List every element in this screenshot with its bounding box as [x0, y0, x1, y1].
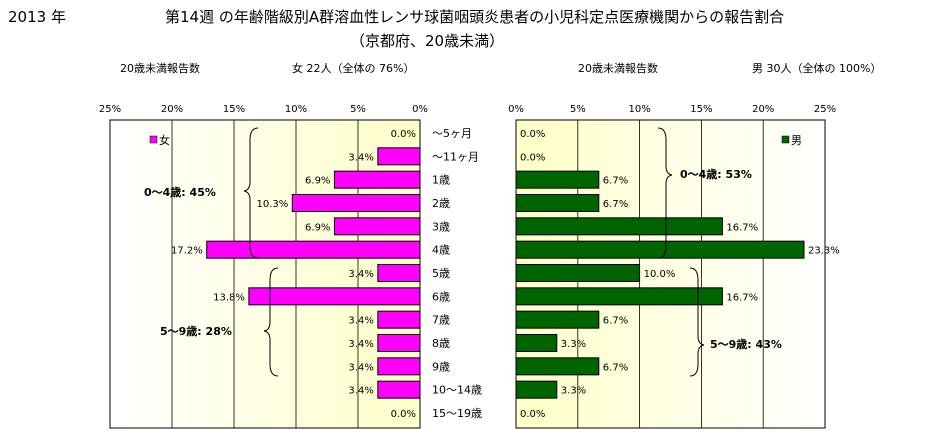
year-label: 2013 年 — [8, 8, 66, 26]
left-tick-label: 10% — [285, 104, 307, 115]
female-bar-label: 10.3% — [256, 199, 288, 210]
right-tick-label: 10% — [628, 104, 650, 115]
legend-female-swatch — [149, 135, 158, 144]
female-bar — [377, 264, 421, 282]
right-group-0-4: 0～4歳: 53% — [680, 167, 752, 181]
male-bar — [515, 357, 600, 376]
female-bar — [333, 170, 421, 189]
male-bar — [515, 264, 641, 282]
female-bar — [377, 357, 421, 376]
chart-title: 第14週 の年齢階級別A群溶血性レンサ球菌咽頭炎患者の小児科定点医療機関からの報… — [165, 8, 785, 26]
right-summary: 男 30人（全体の 100%） — [752, 62, 882, 75]
female-bar — [206, 240, 421, 259]
age-category-label: 15～19歳 — [432, 407, 482, 420]
male-bar-label: 0.0% — [520, 152, 545, 163]
male-bar-label: 23.3% — [808, 246, 840, 257]
female-bar-label: 0.0% — [391, 129, 416, 140]
male-bar-label: 16.7% — [726, 222, 758, 233]
male-bar — [515, 380, 558, 399]
age-category-label: 5歳 — [432, 267, 450, 280]
left-reports-label: 20歳未満報告数 — [120, 62, 200, 75]
female-bar — [248, 287, 421, 306]
male-bar-label: 16.7% — [726, 292, 758, 303]
male-bar-label: 6.7% — [603, 176, 628, 187]
left-tick-label: 20% — [161, 104, 183, 115]
male-bar-label: 6.7% — [603, 199, 628, 210]
right-tick-label: 0% — [508, 104, 524, 115]
female-bar — [377, 380, 421, 399]
left-brace-0-4 — [243, 127, 259, 259]
male-bar-label: 3.3% — [561, 386, 586, 397]
right-group-5-9: 5～9歳: 43% — [710, 337, 782, 351]
male-bar-label: 6.7% — [603, 316, 628, 327]
right-reports-label: 20歳未満報告数 — [578, 62, 658, 75]
age-category-label: 2歳 — [432, 197, 450, 210]
male-bar — [515, 240, 805, 259]
male-bar — [515, 217, 723, 236]
female-bar-label: 6.9% — [305, 222, 330, 233]
female-bar — [377, 147, 421, 166]
female-bar — [333, 217, 421, 236]
female-bar-label: 3.4% — [348, 316, 373, 327]
age-category-label: ～5ヶ月 — [432, 127, 472, 140]
female-bar-label: 3.4% — [348, 339, 373, 350]
left-tick-label: 5% — [350, 104, 366, 115]
left-group-0-4: 0～4歳: 45% — [144, 185, 216, 199]
age-category-label: 4歳 — [432, 244, 450, 257]
left-group-5-9: 5～9歳: 28% — [160, 324, 232, 338]
male-bar-label: 6.7% — [603, 362, 628, 373]
male-bar-label: 0.0% — [520, 409, 545, 420]
left-tick-label: 25% — [99, 104, 121, 115]
age-category-label: ～11ヶ月 — [432, 150, 479, 163]
age-category-label: 9歳 — [432, 360, 450, 373]
female-bar — [377, 334, 421, 352]
female-bar — [377, 310, 421, 329]
female-bar-label: 0.0% — [391, 409, 416, 420]
female-bar-label: 6.9% — [305, 176, 330, 187]
male-bar — [515, 287, 723, 306]
male-bar — [515, 170, 600, 189]
legend-male-swatch — [781, 135, 790, 144]
female-bar-label: 3.4% — [348, 362, 373, 373]
legend-female-label: 女 — [159, 133, 170, 147]
right-brace-0-4 — [657, 127, 673, 259]
male-bar — [515, 334, 558, 352]
male-bar-label: 3.3% — [561, 339, 586, 350]
age-category-label: 6歳 — [432, 290, 450, 303]
age-category-label: 1歳 — [432, 174, 450, 187]
female-bar-label: 3.4% — [348, 152, 373, 163]
left-brace-5-9 — [263, 267, 279, 377]
female-bar-label: 17.2% — [171, 246, 203, 257]
female-bar-label: 13.8% — [213, 292, 245, 303]
right-tick-label: 5% — [570, 104, 586, 115]
female-bar-label: 3.4% — [348, 386, 373, 397]
male-bar — [515, 310, 600, 329]
male-bar-label: 10.0% — [644, 269, 676, 280]
legend-male-label: 男 — [791, 134, 802, 147]
male-bar — [515, 194, 600, 212]
right-tick-label: 20% — [752, 104, 774, 115]
left-summary: 女 22人（全体の 76%） — [292, 62, 415, 75]
age-category-label: 10～14歳 — [432, 384, 482, 397]
age-category-label: 7歳 — [432, 314, 450, 327]
right-tick-label: 15% — [690, 104, 712, 115]
age-category-label: 3歳 — [432, 220, 450, 233]
right-brace-5-9 — [689, 267, 705, 377]
right-tick-label: 25% — [814, 104, 836, 115]
male-bar-label: 0.0% — [520, 129, 545, 140]
female-bar-label: 3.4% — [348, 269, 373, 280]
chart-subtitle: （京都府、20歳未満） — [350, 32, 505, 50]
age-category-label: 8歳 — [432, 337, 450, 350]
female-bar — [291, 194, 421, 212]
left-tick-label: 15% — [223, 104, 245, 115]
left-tick-label: 0% — [412, 104, 428, 115]
